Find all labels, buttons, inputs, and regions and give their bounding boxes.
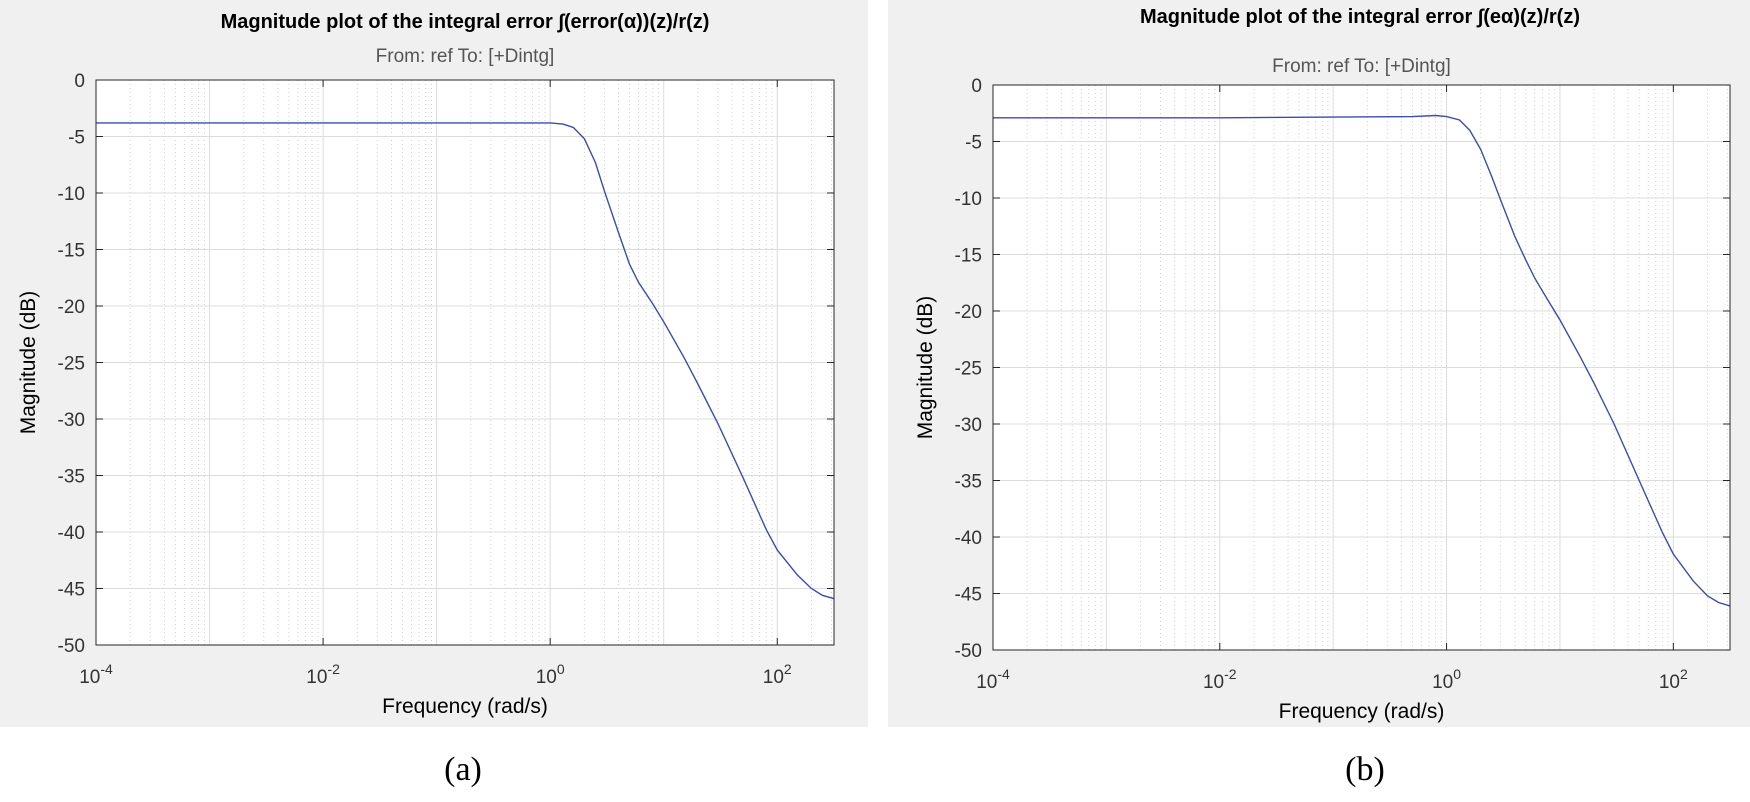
chart-a: 0 -5 -10 -15 -20 -25 -30 -35 -40 -45 -50 10-4 10-2 10… bbox=[17, 11, 835, 788]
y-tick-label: 0 bbox=[74, 71, 85, 92]
y-tick-label: -5 bbox=[965, 133, 982, 154]
y-tick-label: -30 bbox=[955, 415, 982, 436]
series-line bbox=[96, 122, 835, 600]
y-tick-label: -45 bbox=[58, 580, 85, 601]
y-tick-label: -15 bbox=[58, 241, 85, 262]
chart-subtitle: From: ref To: [+Dintg] bbox=[1272, 56, 1451, 77]
y-tick-label: -20 bbox=[58, 297, 85, 318]
y-axis-label: Magnitude (dB) bbox=[914, 296, 937, 440]
y-axis-label: Magnitude (dB) bbox=[17, 291, 40, 435]
chart-b: 0 -5 -10 -15 -20 -25 -30 -35 -40 -45 -50 10-4 10-2 10… bbox=[914, 6, 1731, 788]
x-tick-label: 102 bbox=[763, 661, 792, 688]
x-tick-label: 10-2 bbox=[1203, 666, 1237, 693]
series-line bbox=[993, 114, 1731, 607]
y-tick-label: -10 bbox=[955, 189, 982, 210]
x-tick-label: 10-4 bbox=[976, 666, 1010, 693]
y-tick-label: -40 bbox=[58, 523, 85, 544]
y-tick-label: -50 bbox=[955, 641, 982, 662]
x-tick-label: 10-2 bbox=[306, 661, 340, 688]
y-tick-label: -45 bbox=[955, 585, 982, 606]
y-tick-label: -30 bbox=[58, 410, 85, 431]
y-tick-label: -15 bbox=[955, 246, 982, 267]
y-tick-label: -10 bbox=[58, 184, 85, 205]
chart-subtitle: From: ref To: [+Dintg] bbox=[376, 46, 555, 67]
x-axis-label: Frequency (rad/s) bbox=[382, 695, 548, 718]
y-tick-label: -5 bbox=[68, 128, 85, 149]
x-tick-label: 100 bbox=[536, 661, 565, 688]
x-tick-label: 10-4 bbox=[79, 661, 113, 688]
y-tick-label: -20 bbox=[955, 302, 982, 323]
figure-caption: (b) bbox=[1345, 751, 1385, 788]
figure-caption: (a) bbox=[444, 751, 482, 788]
y-tick-label: -35 bbox=[955, 472, 982, 493]
x-axis-label: Frequency (rad/s) bbox=[1279, 700, 1445, 723]
y-tick-label: 0 bbox=[971, 76, 982, 97]
y-tick-label: -40 bbox=[955, 528, 982, 549]
x-tick-label: 102 bbox=[1659, 666, 1688, 693]
chart-title: Magnitude plot of the integral error ∫(e… bbox=[221, 11, 710, 33]
y-tick-label: -25 bbox=[58, 354, 85, 375]
y-tick-label: -35 bbox=[58, 467, 85, 488]
y-tick-label: -25 bbox=[955, 359, 982, 380]
y-tick-label: -50 bbox=[58, 636, 85, 657]
x-tick-label: 100 bbox=[1432, 666, 1461, 693]
chart-title: Magnitude plot of the integral error ∫(e… bbox=[1140, 6, 1580, 28]
